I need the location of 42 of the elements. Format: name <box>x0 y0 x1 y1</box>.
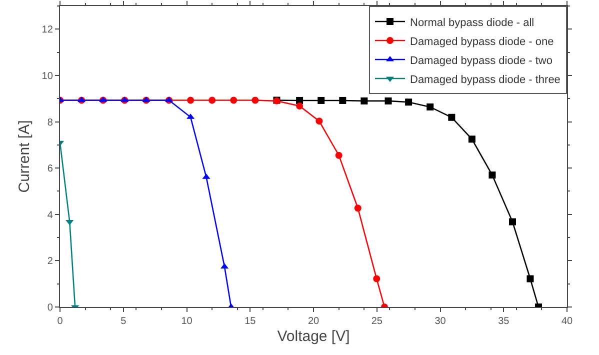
x-tick-label: 40 <box>561 316 573 328</box>
point <box>335 152 342 159</box>
point <box>405 98 412 106</box>
x-axis-title: Voltage [V] <box>277 328 350 346</box>
y-tick-label: 6 <box>47 164 54 175</box>
point <box>339 96 346 104</box>
x-tick-label: 5 <box>120 316 127 328</box>
point <box>373 275 380 282</box>
x-tick-label: 10 <box>181 316 193 328</box>
point <box>318 96 325 104</box>
y-tick-label: 12 <box>42 24 54 36</box>
point <box>488 172 496 179</box>
x-tick-label: 20 <box>308 316 320 328</box>
x-tick-label: 15 <box>244 316 256 328</box>
point <box>426 103 434 110</box>
x-tick-label: 30 <box>434 316 446 328</box>
legend-label: Damaged bypass diode - two <box>410 54 552 67</box>
y-tick-label: 2 <box>47 256 54 268</box>
point <box>384 97 392 104</box>
point <box>230 96 238 104</box>
y-axis-title: Current [A] <box>16 120 34 193</box>
x-tick-label: 25 <box>371 316 383 328</box>
y-tick-label: 0 <box>47 302 54 314</box>
legend-label: Damaged bypass diode - three <box>410 74 560 86</box>
legend-label: Normal bypass diode - all <box>410 16 534 29</box>
point <box>252 96 259 104</box>
y-tick-label: 4 <box>47 210 54 221</box>
point <box>208 96 216 104</box>
y-tick-label: 8 <box>47 117 54 128</box>
point <box>296 102 304 110</box>
point <box>448 114 456 121</box>
point <box>526 275 534 282</box>
point <box>316 118 323 125</box>
legend-label: Damaged bypass diode - one <box>410 36 554 48</box>
x-tick-label: 0 <box>57 316 64 328</box>
x-tick-label: 35 <box>498 316 510 328</box>
y-tick-label: 10 <box>42 70 54 82</box>
point <box>360 97 368 104</box>
point <box>354 204 362 212</box>
point <box>187 96 194 104</box>
point <box>468 136 476 143</box>
point <box>509 218 516 226</box>
